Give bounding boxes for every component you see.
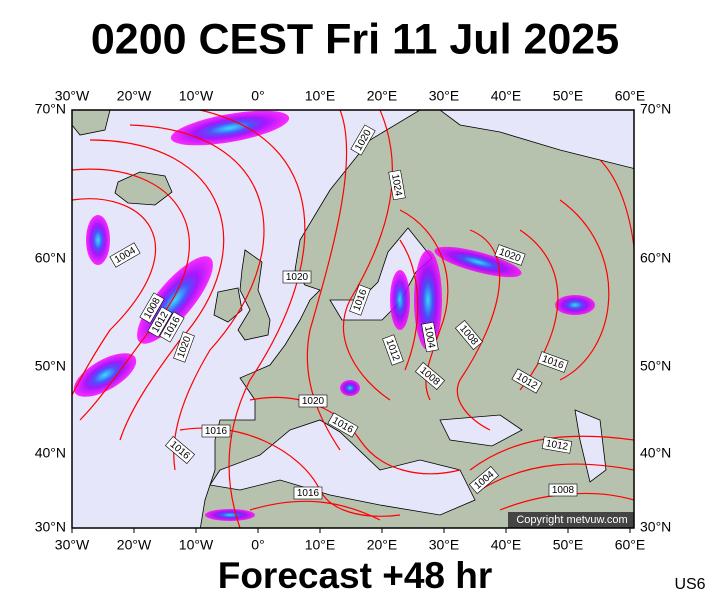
lat-label-right: 60°N: [640, 250, 671, 266]
lon-label-top: 60°E: [615, 88, 646, 104]
lon-label-top: 10°W: [179, 88, 214, 104]
isobar-label-box: [327, 412, 359, 438]
lon-label-top: 20°W: [117, 88, 152, 104]
lat-label-left: 30°N: [35, 519, 66, 535]
lon-label-top: 0°: [251, 88, 264, 104]
isobar-label-box: [173, 331, 195, 363]
isobars: [72, 110, 634, 528]
isobar-label-box: [139, 292, 165, 324]
isobar-label-text: 1024: [389, 173, 404, 197]
isobar-label-box: [494, 244, 526, 266]
lat-label-left: 40°N: [35, 445, 66, 461]
map-frame: [71, 109, 635, 529]
lat-label-right: 40°N: [640, 445, 671, 461]
map-area: 1020102410041020102010081012101610201016…: [72, 110, 634, 528]
isobar-label: 1024: [388, 169, 406, 201]
lat-label-right: 70°N: [640, 101, 671, 117]
isobar-label-box: [414, 361, 446, 391]
lat-label-right: 50°N: [640, 358, 671, 374]
lon-label-bottom: 0°: [251, 537, 264, 553]
lon-label-bottom: 50°E: [553, 537, 584, 553]
lon-label-bottom: 30°E: [429, 537, 460, 553]
isobar-label-box: [382, 334, 404, 366]
isobar-label: 1020: [282, 270, 312, 284]
lon-label-bottom: 20°E: [367, 537, 398, 553]
isobar-label-text: 1012: [545, 438, 569, 453]
isobar-label-box: [421, 321, 439, 353]
title: 0200 CEST Fri 11 Jul 2025: [91, 15, 619, 63]
isobar-label-box: [511, 368, 543, 394]
isobar-label: 1016: [201, 424, 231, 438]
lon-label-bottom: 20°W: [117, 537, 152, 553]
isobar-label-box: [293, 486, 323, 500]
isobar-label-box: [298, 394, 328, 408]
lon-label-top: 30°W: [55, 88, 90, 104]
lon-label-top: 10°E: [305, 88, 336, 104]
lon-label-bottom: 60°E: [615, 537, 646, 553]
isobar-label-text: 1008: [552, 485, 575, 496]
isobar-label: 1008: [548, 483, 578, 497]
isobar-label-text: 1016: [297, 488, 320, 499]
isobar-label-box: [164, 435, 196, 465]
lat-label-right: 30°N: [640, 519, 671, 535]
isobar-label: 1012: [541, 436, 573, 454]
isobar-label-text: 1020: [286, 272, 309, 283]
isobar-labels: 1020102410041020102010081012101610201016…: [109, 124, 578, 500]
isobar-label-box: [349, 284, 371, 316]
copyright: Copyright metvuw.com: [516, 514, 627, 526]
inland-seas: [209, 110, 634, 516]
run-code: US6: [674, 576, 705, 593]
lat-label-left: 50°N: [35, 358, 66, 374]
lon-label-top: 50°E: [553, 88, 584, 104]
lon-label-bottom: 30°W: [55, 537, 90, 553]
isobar-label-box: [109, 242, 141, 268]
isobar-label-box: [541, 436, 573, 454]
isobar-label-box: [468, 465, 500, 495]
isobar-label-text: 1020: [302, 396, 325, 407]
isobar-label-text: 1016: [205, 426, 228, 437]
isobar-label-box: [454, 319, 484, 351]
isobar-label-box: [201, 424, 231, 438]
lon-label-bottom: 40°E: [491, 537, 522, 553]
lon-label-top: 30°E: [429, 88, 460, 104]
isobar-label: 1004: [421, 321, 439, 353]
lon-label-top: 40°E: [491, 88, 522, 104]
isobar-label: 1016: [293, 486, 323, 500]
isobar-label-box: [159, 311, 185, 343]
footer: Forecast +48 hr: [218, 555, 493, 596]
isobar-label-text: 1004: [422, 325, 437, 349]
isobar-label-box: [548, 483, 578, 497]
isobar-label-box: [282, 270, 312, 284]
isobar-label: 1020: [298, 394, 328, 408]
isobar-label-box: [350, 124, 376, 156]
lon-label-bottom: 10°E: [305, 537, 336, 553]
isobar-label-box: [147, 306, 173, 338]
lon-label-top: 20°E: [367, 88, 398, 104]
isobar-label-box: [388, 169, 406, 201]
lat-label-left: 60°N: [35, 250, 66, 266]
copyright-box: [508, 512, 634, 528]
lon-label-bottom: 10°W: [179, 537, 214, 553]
isobar-label-box: [537, 351, 569, 373]
lat-label-left: 70°N: [35, 101, 66, 117]
graticule-labels: 30°W 30°W 20°W 20°W 10°W 10°W 0° 0° 10°E 10°E 20°E…: [35, 88, 672, 553]
